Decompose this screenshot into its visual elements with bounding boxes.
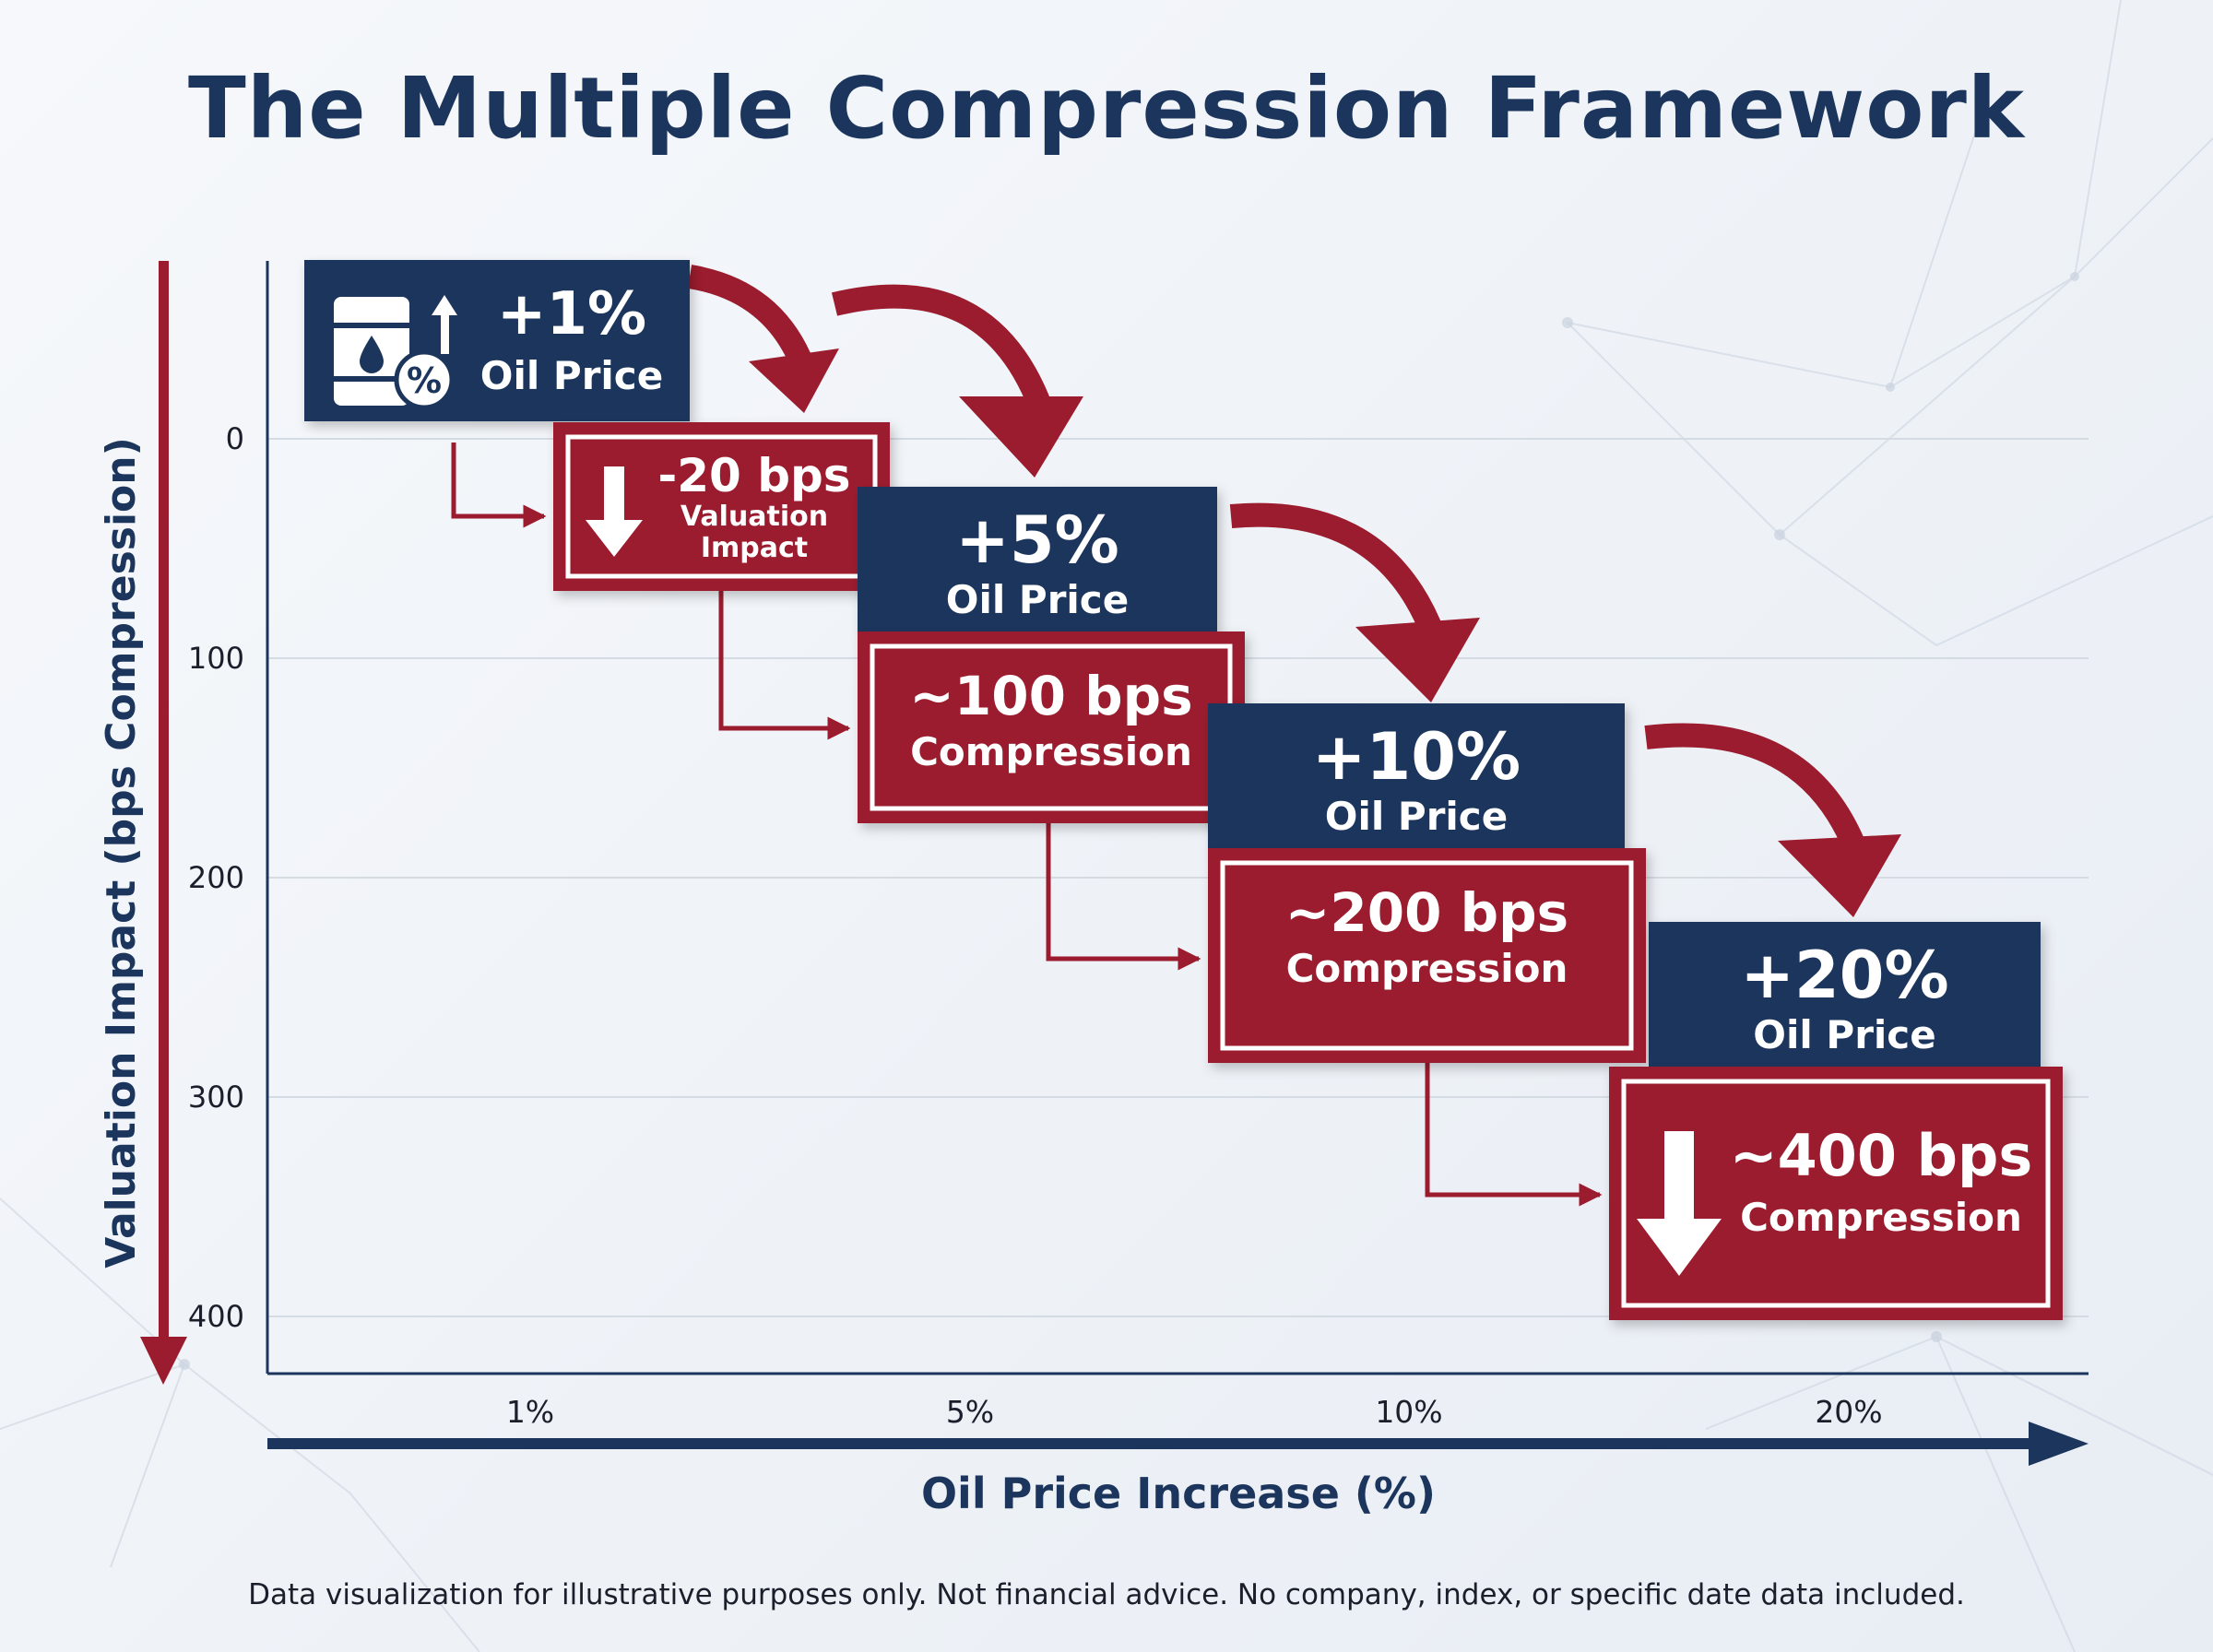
oil-price-value: +5% — [955, 502, 1119, 578]
x-tick-label: 5% — [946, 1394, 994, 1430]
impact-value: -20 bps — [657, 449, 850, 502]
impact-box — [1208, 848, 1646, 1063]
x-tick-label: 20% — [1815, 1394, 1882, 1430]
oil-price-label: Oil Price — [1753, 1012, 1935, 1057]
oil-price-value: +20% — [1740, 938, 1948, 1013]
disclaimer-footer: Data visualization for illustrative purp… — [248, 1578, 1965, 1611]
y-tick-label: 300 — [188, 1080, 244, 1115]
x-tick-label: 10% — [1375, 1394, 1442, 1430]
oil-price-label: Oil Price — [946, 577, 1129, 622]
y-tick-label: 100 — [188, 641, 244, 676]
x-tick-label: 1% — [506, 1394, 554, 1430]
x-axis-arrow-head — [2029, 1422, 2089, 1466]
x-axis-title: Oil Price Increase (%) — [921, 1469, 1436, 1518]
axes — [140, 261, 2089, 1466]
curved-flow-arrow — [1644, 723, 1867, 853]
impact-box-frame — [1621, 1079, 2051, 1308]
impact-label-line2: Impact — [701, 532, 808, 564]
impact-value: ~100 bps — [909, 665, 1192, 727]
oil-price-value: +1% — [497, 280, 646, 348]
elbow-connector-arrow — [718, 590, 851, 740]
impact-value: ~200 bps — [1285, 881, 1568, 944]
oil-price-label: Oil Price — [1325, 794, 1508, 839]
curved-flow-arrow-head — [749, 348, 839, 413]
oil-price-box — [1649, 922, 2041, 1068]
impact-label: Compression — [910, 729, 1192, 774]
down-arrow-icon — [1637, 1131, 1722, 1276]
elbow-connector-arrow — [1425, 1063, 1603, 1207]
elbow-connector-arrow — [451, 442, 547, 528]
oil-price-box — [858, 487, 1217, 632]
curved-flow-arrow-head — [1778, 834, 1901, 917]
impact-label: Compression — [1286, 946, 1568, 991]
svg-text:%: % — [407, 360, 442, 401]
y-tick-label: 400 — [188, 1299, 244, 1334]
y-axis-title: Valuation Impact (bps Compression) — [98, 437, 145, 1268]
connectors — [451, 265, 1901, 1207]
y-tick-label: 0 — [226, 421, 244, 456]
curved-flow-arrow — [1229, 502, 1446, 641]
axis-labels: 0 100 200 300 400 1% 5% 10% 20% Oil Price Increas… — [98, 421, 1883, 1518]
elbow-connector-arrow — [1046, 823, 1201, 971]
oil-price-value: +10% — [1312, 719, 1521, 795]
y-axis-arrow-shaft — [159, 261, 169, 1339]
chart-title: The Multiple Compression Framework — [187, 59, 2025, 158]
impact-label: Compression — [1740, 1195, 2022, 1240]
impact-value: ~400 bps — [1730, 1122, 2033, 1189]
curved-flow-arrow — [687, 265, 816, 373]
oil-price-label: Oil Price — [480, 353, 663, 398]
step-4: +20%Oil Price ~400 bps Compression — [1609, 922, 2063, 1320]
impact-box — [858, 631, 1245, 823]
x-axis-arrow-shaft — [267, 1438, 2038, 1449]
oil-barrel-percent-icon: % — [334, 295, 457, 410]
oil-price-box — [1208, 703, 1625, 849]
curved-flow-arrow-head — [959, 396, 1083, 478]
curved-flow-arrow-head — [1355, 618, 1480, 702]
curved-flow-arrow — [831, 284, 1052, 410]
impact-label-line1: Valuation — [680, 501, 828, 533]
impact-box-frame — [1220, 860, 1634, 1051]
y-tick-label: 200 — [188, 860, 244, 895]
step-boxes: +1%Oil Price-20 bpsValuationImpact%+5%Oi… — [304, 260, 2063, 1320]
down-arrow-icon — [586, 466, 643, 557]
y-axis-arrow-head — [140, 1337, 187, 1385]
